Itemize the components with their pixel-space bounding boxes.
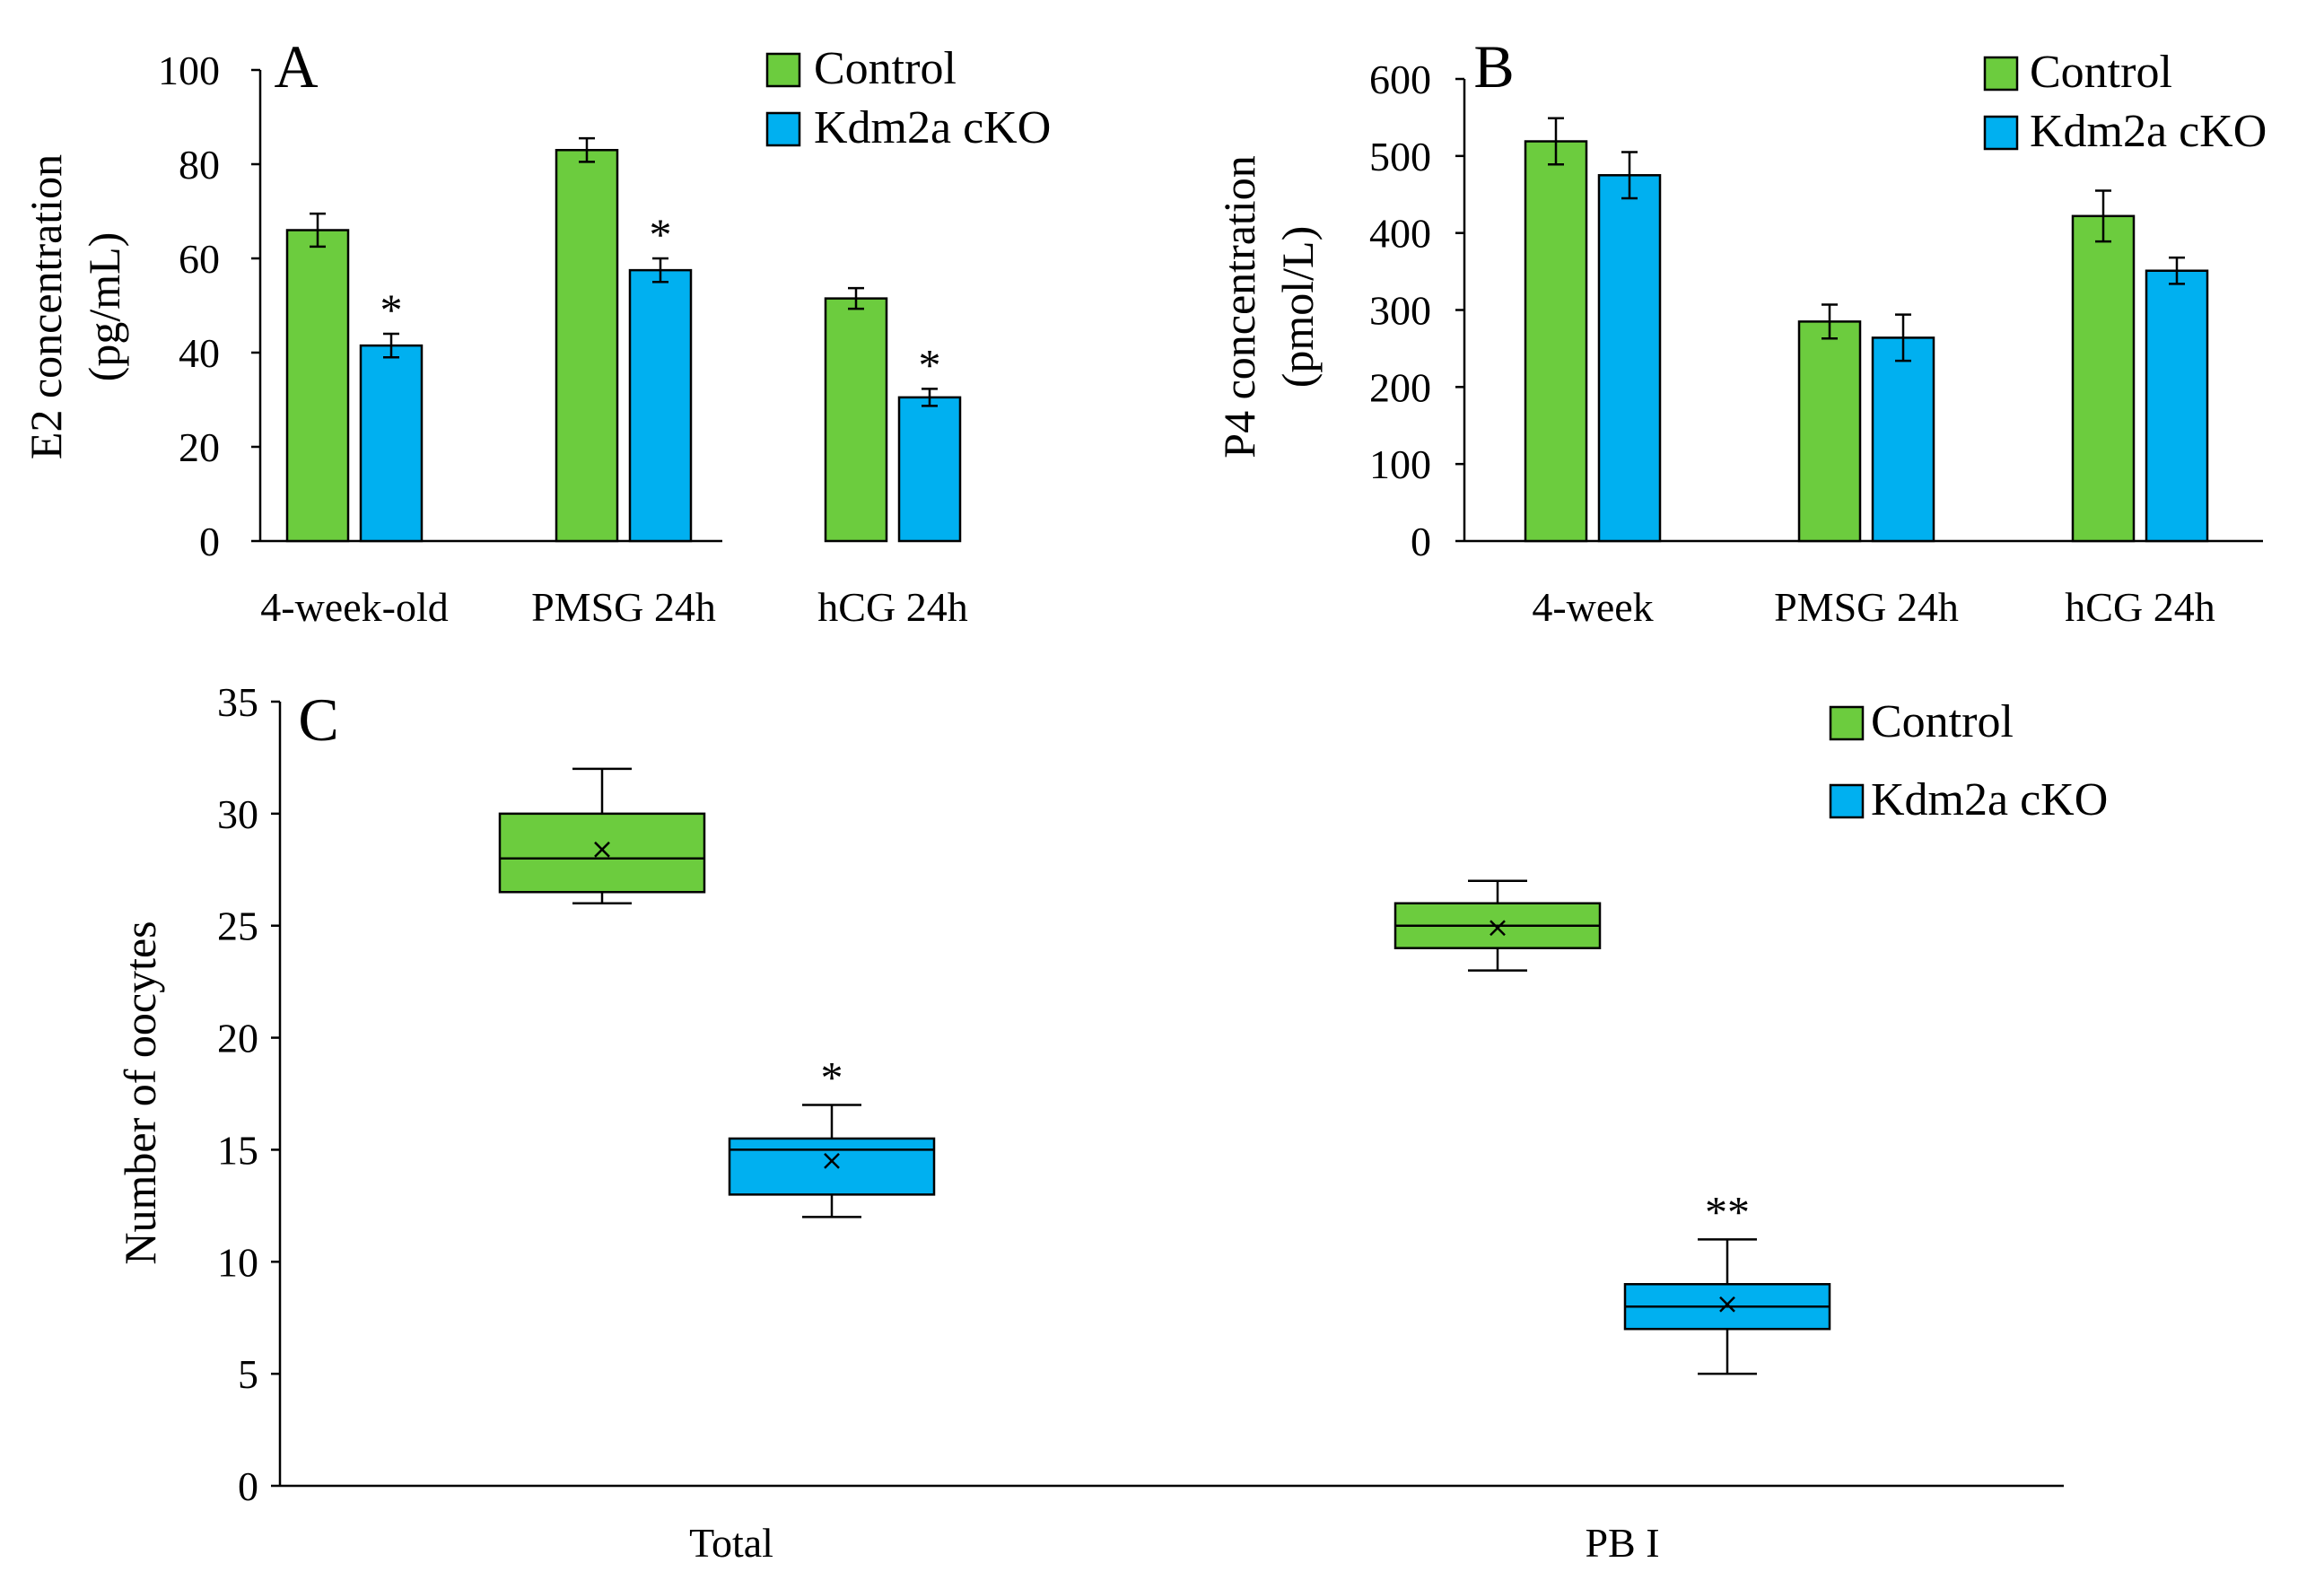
significance-mark: * — [919, 339, 941, 389]
legend-swatch-control — [1983, 56, 2019, 92]
legend-swatch-control — [765, 52, 801, 88]
panel-b-p4-chart: 0 100 200 300 400 500 600 B P4 concentration (pmo… — [1214, 32, 2267, 630]
y-tick-label: 15 — [217, 1127, 258, 1173]
box-cko — [728, 1137, 936, 1196]
panel-a-e2-chart: 0 20 40 60 80 100 A E2 concentration (pg/mL) 4-we… — [21, 32, 1051, 630]
y-tick-label: 30 — [217, 791, 258, 837]
panel-letter: A — [274, 32, 318, 100]
box-control — [498, 812, 706, 894]
y-tick-label: 100 — [1369, 441, 1431, 487]
y-tick-label: 20 — [179, 424, 220, 470]
y-tick-label: 400 — [1369, 211, 1431, 257]
mean-marker — [1490, 920, 1506, 937]
panel-letter: C — [298, 685, 338, 754]
y-axis-label: Number of oocytes — [115, 921, 165, 1264]
y-tick-label: 10 — [217, 1239, 258, 1285]
bar-control — [2071, 214, 2136, 543]
y-tick-label: 20 — [217, 1016, 258, 1061]
legend-label: Kdm2a cKO — [2030, 106, 2267, 157]
y-tick-label: 500 — [1369, 134, 1431, 179]
mean-marker — [824, 1153, 840, 1169]
x-category-label: hCG 24h — [817, 584, 967, 630]
y-tick-label: 0 — [1411, 519, 1431, 564]
panel-letter: B — [1473, 32, 1514, 100]
y-tick-label: 40 — [179, 330, 220, 376]
panel-c-oocyte-chart: 0 5 10 15 20 25 30 35 C Number of oocytes Total PB … — [115, 679, 2108, 1566]
legend-swatch-cko — [765, 111, 801, 147]
y-axis-label: P4 concentration (pmol/L) — [1214, 155, 1323, 458]
y-tick-label: 200 — [1369, 364, 1431, 410]
legend-label: Control — [2030, 47, 2172, 98]
bar-cko — [628, 268, 693, 543]
legend-label: Control — [814, 43, 957, 94]
bar-cko — [2145, 269, 2209, 543]
legend-label: Control — [1871, 696, 2014, 747]
y-tick-label: 5 — [238, 1351, 258, 1397]
significance-mark: ** — [1705, 1186, 1750, 1236]
y-axis-label-line: E2 concentration — [21, 154, 71, 459]
y-tick-label: 25 — [217, 904, 258, 949]
y-tick-label: 300 — [1369, 288, 1431, 334]
y-axis-label-line: P4 concentration — [1214, 155, 1264, 458]
bar-cko — [1871, 336, 1935, 543]
y-tick-label: 600 — [1369, 57, 1431, 102]
bar-cko — [897, 396, 962, 543]
x-category-label: PMSG 24h — [531, 584, 716, 630]
significance-mark: * — [650, 209, 672, 259]
y-axis-label: E2 concentration (pg/mL) — [21, 154, 129, 459]
significance-mark: * — [821, 1052, 843, 1102]
y-tick-label: 100 — [158, 48, 220, 93]
bar-control — [285, 229, 350, 543]
x-category-label: hCG 24h — [2065, 584, 2215, 630]
x-category-label: PMSG 24h — [1774, 584, 1959, 630]
bar-cko — [359, 344, 424, 543]
legend-swatch-control — [1829, 705, 1865, 741]
bar-control — [555, 149, 619, 543]
x-category-label: PB I — [1585, 1520, 1659, 1566]
x-category-label: Total — [689, 1520, 773, 1566]
significance-mark: * — [380, 284, 403, 335]
bar-control — [824, 297, 888, 543]
bar-cko — [1597, 174, 1662, 543]
x-category-label: 4-week — [1532, 584, 1653, 630]
legend-swatch-cko — [1829, 783, 1865, 819]
mean-marker — [594, 841, 610, 858]
legend-label: Kdm2a cKO — [1871, 774, 2108, 825]
y-tick-label: 0 — [238, 1463, 258, 1509]
y-tick-label: 35 — [217, 679, 258, 725]
y-tick-label: 60 — [179, 236, 220, 282]
x-category-label: 4-week-old — [260, 584, 448, 630]
bar-control — [1797, 320, 1862, 543]
y-tick-label: 0 — [199, 519, 220, 564]
bar-control — [1524, 140, 1588, 543]
y-tick-label: 80 — [179, 142, 220, 188]
legend-label: Kdm2a cKO — [814, 102, 1051, 153]
y-axis-label-line: (pg/mL) — [79, 232, 129, 382]
legend-swatch-cko — [1983, 115, 2019, 151]
mean-marker — [1719, 1296, 1735, 1313]
y-axis-label-line: (pmol/L) — [1272, 226, 1323, 389]
